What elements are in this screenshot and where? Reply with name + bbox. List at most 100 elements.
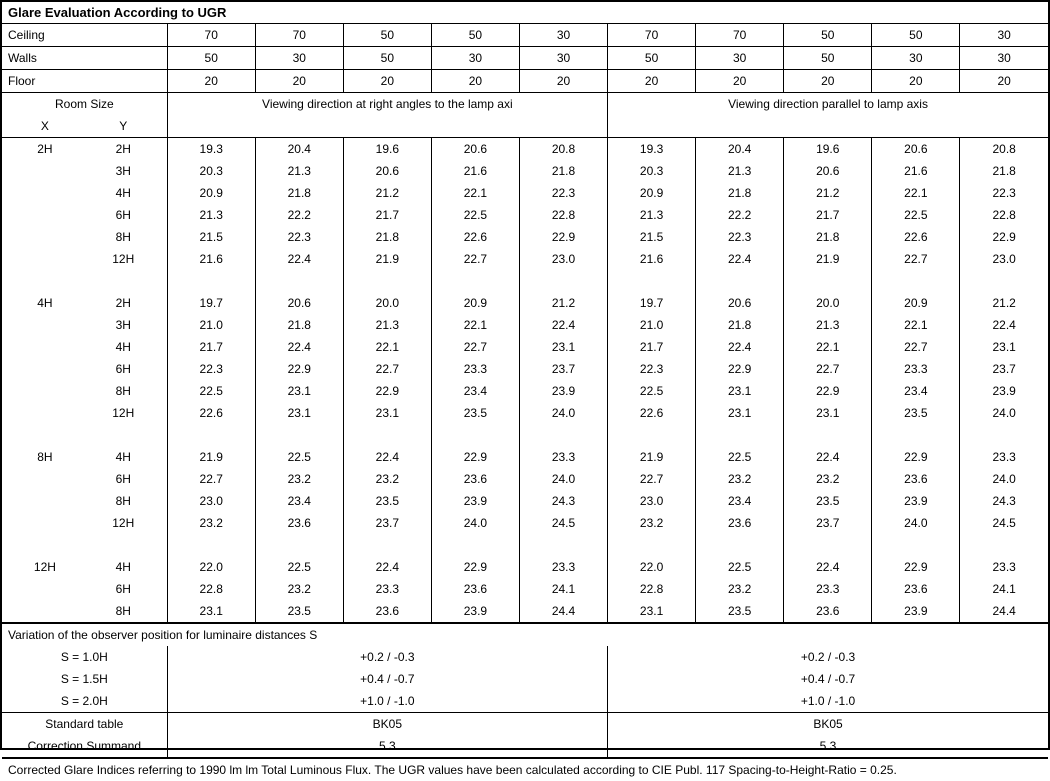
ugr-value: 19.6 xyxy=(784,138,872,161)
ugr-value: 22.3 xyxy=(696,226,784,248)
ugr-value: 22.1 xyxy=(872,314,960,336)
hdr-val: 20 xyxy=(431,70,519,93)
ugr-value: 23.2 xyxy=(608,512,696,534)
page-title: Glare Evaluation According to UGR xyxy=(2,2,1048,24)
ugr-value: 21.2 xyxy=(784,182,872,204)
ugr-value: 23.1 xyxy=(784,402,872,424)
ugr-value: 23.1 xyxy=(608,600,696,623)
ugr-value: 21.5 xyxy=(608,226,696,248)
room-xy: 12H xyxy=(2,512,167,534)
ugr-value: 20.0 xyxy=(343,292,431,314)
ugr-value: 23.3 xyxy=(519,446,607,468)
room-xy: 4H xyxy=(2,182,167,204)
ugr-value: 23.9 xyxy=(872,490,960,512)
ugr-value: 21.3 xyxy=(608,204,696,226)
hdr-val: 30 xyxy=(696,47,784,70)
hdr-val: 20 xyxy=(608,70,696,93)
ugr-value: 20.4 xyxy=(255,138,343,161)
variation-b: +0.2 / -0.3 xyxy=(608,646,1048,668)
hdr-val: 70 xyxy=(608,24,696,47)
hdr-val: 30 xyxy=(519,47,607,70)
view-parallel-label: Viewing direction parallel to lamp axis xyxy=(608,93,1048,116)
ugr-value: 22.7 xyxy=(784,358,872,380)
ugr-value: 22.7 xyxy=(431,336,519,358)
ugr-value: 19.7 xyxy=(608,292,696,314)
ugr-value: 23.4 xyxy=(431,380,519,402)
ugr-value: 23.2 xyxy=(255,468,343,490)
ugr-value: 20.3 xyxy=(167,160,255,182)
room-size-label: Room Size xyxy=(2,93,167,116)
ugr-value: 20.0 xyxy=(784,292,872,314)
ugr-value: 20.8 xyxy=(960,138,1048,161)
hdr-val: 70 xyxy=(696,24,784,47)
ugr-value: 21.7 xyxy=(608,336,696,358)
ugr-value: 23.2 xyxy=(167,512,255,534)
variation-a: +0.2 / -0.3 xyxy=(167,646,607,668)
ugr-value: 23.7 xyxy=(960,358,1048,380)
room-xy: 8H xyxy=(2,226,167,248)
ugr-value: 22.7 xyxy=(167,468,255,490)
ugr-value: 19.3 xyxy=(608,138,696,161)
ugr-value: 24.4 xyxy=(960,600,1048,623)
ugr-value: 20.9 xyxy=(167,182,255,204)
ugr-value: 22.5 xyxy=(167,380,255,402)
ugr-value: 22.9 xyxy=(343,380,431,402)
ugr-value: 23.3 xyxy=(960,446,1048,468)
ugr-value: 21.7 xyxy=(343,204,431,226)
ugr-value: 23.9 xyxy=(431,490,519,512)
ugr-value: 22.9 xyxy=(872,556,960,578)
ugr-value: 22.9 xyxy=(519,226,607,248)
ugr-value: 20.9 xyxy=(431,292,519,314)
ugr-value: 23.7 xyxy=(343,512,431,534)
ugr-value: 22.5 xyxy=(255,556,343,578)
ugr-value: 23.4 xyxy=(872,380,960,402)
ugr-value: 21.8 xyxy=(519,160,607,182)
ugr-value: 22.6 xyxy=(608,402,696,424)
ugr-value: 22.8 xyxy=(167,578,255,600)
ugr-value: 22.8 xyxy=(608,578,696,600)
ugr-value: 23.6 xyxy=(343,600,431,623)
ugr-value: 24.0 xyxy=(519,468,607,490)
hdr-val: 20 xyxy=(167,70,255,93)
ugr-value: 22.4 xyxy=(696,248,784,270)
ugr-value: 23.5 xyxy=(872,402,960,424)
ugr-value: 22.2 xyxy=(696,204,784,226)
view-right-label: Viewing direction at right angles to the… xyxy=(167,93,607,116)
ugr-value: 23.6 xyxy=(696,512,784,534)
ugr-value: 23.3 xyxy=(343,578,431,600)
hdr-val: 20 xyxy=(960,70,1048,93)
ugr-value: 23.0 xyxy=(519,248,607,270)
ugr-value: 21.2 xyxy=(343,182,431,204)
ugr-value: 22.4 xyxy=(255,248,343,270)
xy-label: XY xyxy=(2,115,167,138)
room-xy: 8H xyxy=(2,380,167,402)
ugr-value: 20.6 xyxy=(431,138,519,161)
ugr-value: 23.5 xyxy=(255,600,343,623)
footer-note: Corrected Glare Indices referring to 199… xyxy=(2,757,1048,781)
ugr-value: 23.6 xyxy=(872,578,960,600)
ugr-value: 22.1 xyxy=(431,182,519,204)
hdr-val: 20 xyxy=(255,70,343,93)
ugr-value: 24.4 xyxy=(519,600,607,623)
room-xy: 4H xyxy=(2,336,167,358)
ugr-value: 21.6 xyxy=(167,248,255,270)
ugr-value: 20.4 xyxy=(696,138,784,161)
hdr-val: 50 xyxy=(784,24,872,47)
ugr-value: 22.4 xyxy=(343,446,431,468)
ugr-value: 23.0 xyxy=(608,490,696,512)
ugr-value: 21.8 xyxy=(696,314,784,336)
ugr-table: Ceiling70705050307070505030Walls50305030… xyxy=(2,24,1048,757)
ugr-value: 20.9 xyxy=(872,292,960,314)
ugr-value: 22.1 xyxy=(872,182,960,204)
ugr-value: 23.5 xyxy=(343,490,431,512)
ugr-value: 21.5 xyxy=(167,226,255,248)
ugr-value: 20.6 xyxy=(343,160,431,182)
ugr-value: 23.2 xyxy=(784,468,872,490)
ugr-value: 24.5 xyxy=(519,512,607,534)
ugr-value: 23.9 xyxy=(960,380,1048,402)
room-xy: 8H4H xyxy=(2,446,167,468)
room-xy: 6H xyxy=(2,204,167,226)
ugr-value: 20.9 xyxy=(608,182,696,204)
ugr-value: 23.0 xyxy=(960,248,1048,270)
hdr-val: 50 xyxy=(431,24,519,47)
